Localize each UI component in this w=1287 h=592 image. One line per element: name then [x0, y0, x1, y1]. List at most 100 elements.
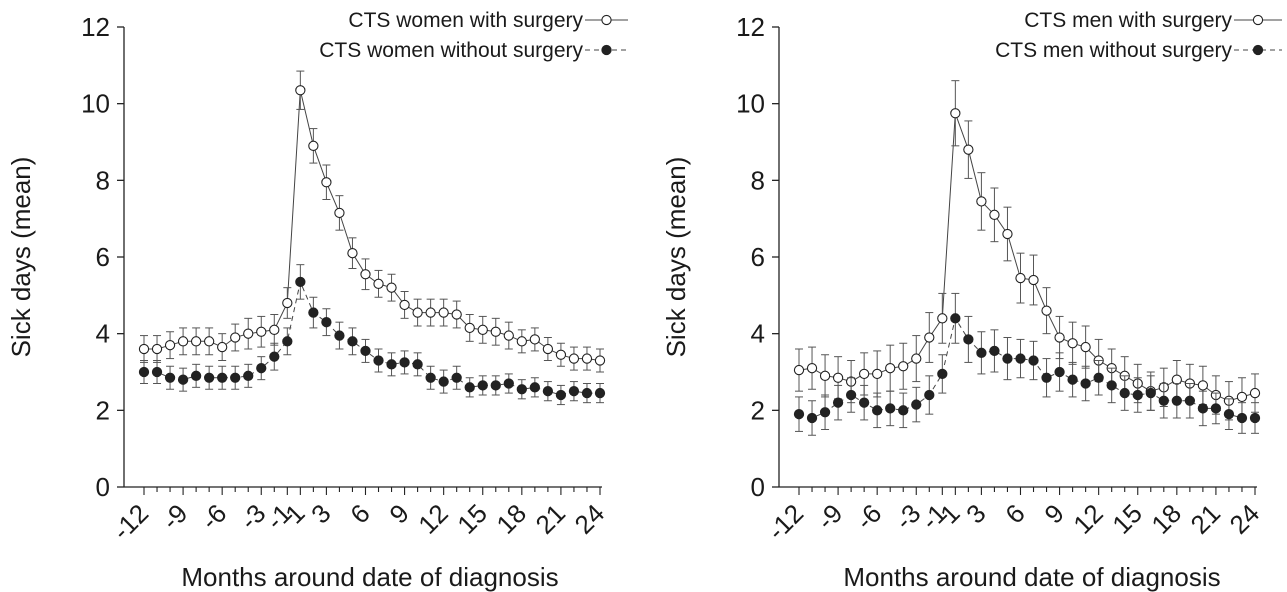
data-point — [1041, 305, 1052, 316]
data-point — [885, 363, 896, 374]
data-point — [438, 376, 449, 387]
y-axis-title: Sick days (mean) — [6, 157, 36, 358]
data-point — [217, 341, 228, 353]
data-point — [1028, 355, 1039, 366]
data-point — [594, 355, 606, 366]
y-tick-label: 2 — [96, 395, 110, 425]
data-point — [989, 209, 1000, 220]
data-point — [412, 359, 423, 370]
data-point — [243, 328, 254, 339]
data-point — [793, 409, 805, 420]
data-point — [937, 368, 948, 380]
data-point — [976, 347, 987, 358]
data-point — [1080, 341, 1091, 353]
data-point — [451, 309, 462, 320]
data-point — [832, 397, 844, 408]
data-point — [819, 370, 831, 381]
y-tick-label: 10 — [736, 89, 765, 119]
data-point — [1041, 372, 1052, 383]
x-axis-title: Months around date of diagnosis — [843, 562, 1220, 592]
x-tick-label: 12 — [412, 498, 454, 540]
data-point — [1158, 395, 1169, 406]
x-tick-label: 6 — [999, 498, 1030, 529]
data-point — [138, 366, 150, 378]
data-point — [308, 140, 319, 151]
y-tick-label: 4 — [751, 319, 765, 349]
data-point — [321, 317, 332, 328]
data-point — [230, 332, 241, 343]
data-point — [911, 399, 922, 410]
legend-label: CTS women with surgery — [348, 9, 583, 32]
data-point — [1054, 366, 1065, 378]
data-point — [177, 336, 189, 347]
data-point — [203, 372, 215, 383]
y-tick-label: 10 — [81, 89, 110, 119]
data-point — [581, 387, 593, 399]
data-point — [832, 372, 844, 383]
data-point — [581, 353, 593, 364]
x-tick-label: 6 — [344, 498, 375, 529]
data-point — [793, 364, 805, 376]
data-point — [568, 353, 580, 364]
data-point — [594, 387, 606, 399]
data-point — [321, 177, 332, 188]
data-point — [516, 384, 527, 395]
data-point — [399, 357, 410, 368]
x-tick-label: 24 — [569, 498, 611, 540]
data-point — [1080, 378, 1091, 389]
data-point — [845, 389, 857, 401]
x-tick-label: -9 — [811, 498, 849, 536]
data-point — [1249, 412, 1261, 424]
data-point — [542, 343, 554, 355]
data-point — [1067, 374, 1078, 385]
x-tick-label: 18 — [1145, 498, 1187, 540]
data-point — [203, 336, 215, 347]
data-point — [950, 313, 961, 324]
y-tick-label: 4 — [96, 319, 110, 349]
data-point — [151, 366, 163, 378]
data-point — [230, 372, 241, 383]
legend-marker — [601, 44, 612, 56]
data-point — [555, 389, 567, 401]
data-point — [1002, 228, 1013, 240]
data-point — [190, 370, 202, 381]
data-point — [1067, 338, 1078, 349]
data-point — [819, 407, 831, 418]
data-point — [1236, 412, 1248, 424]
data-point — [1015, 272, 1026, 284]
data-point — [477, 380, 488, 391]
data-point — [989, 345, 1000, 357]
x-tick-label: -12 — [106, 498, 154, 546]
data-point — [282, 336, 293, 347]
data-point — [1093, 372, 1104, 383]
y-axis-title: Sick days (mean) — [661, 157, 691, 358]
data-point — [568, 386, 580, 397]
data-point — [1210, 403, 1222, 414]
data-point — [256, 363, 267, 374]
data-point — [1184, 395, 1196, 406]
data-point — [542, 386, 554, 397]
legend-label: CTS women without surgery — [319, 39, 583, 62]
data-point — [360, 345, 371, 357]
data-point — [924, 332, 935, 343]
data-point — [464, 322, 475, 334]
x-tick-label: 12 — [1067, 498, 1109, 540]
data-point — [1106, 380, 1117, 391]
series-2 — [138, 264, 606, 406]
data-point — [858, 397, 870, 408]
data-point — [1132, 389, 1143, 401]
data-point — [1197, 403, 1209, 414]
x-tick-label: 3 — [305, 498, 336, 529]
data-point — [937, 313, 948, 324]
data-point — [177, 374, 189, 385]
y-tick-label: 0 — [751, 472, 765, 502]
x-tick-label: 21 — [529, 498, 571, 540]
data-point — [282, 297, 293, 309]
data-point — [1015, 353, 1026, 364]
legend-label: CTS men without surgery — [995, 39, 1232, 62]
data-point — [164, 340, 176, 351]
x-tick-label: 21 — [1184, 498, 1226, 540]
data-point — [529, 334, 541, 345]
data-point — [858, 368, 870, 380]
data-point — [438, 307, 449, 318]
